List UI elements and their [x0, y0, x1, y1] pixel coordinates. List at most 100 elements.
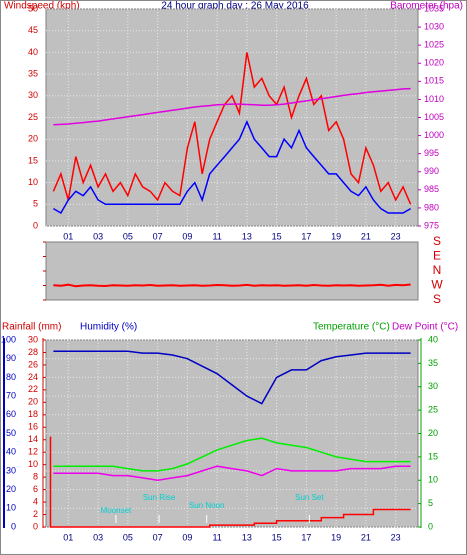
y2-tick-label: 1025: [424, 40, 444, 50]
x-tick-label: 09: [182, 231, 192, 241]
y-tick-label: 70: [6, 390, 16, 400]
x-tick-label: 13: [242, 231, 252, 241]
x-tick-label: 03: [93, 532, 103, 542]
y-tick-label: 40: [28, 47, 38, 57]
series-line: [53, 119, 411, 215]
x-tick-label: 05: [123, 231, 133, 241]
y-tick-label: 0: [33, 220, 38, 230]
rainfall-title: Rainfall (mm): [2, 322, 61, 333]
x-tick-label: 13: [242, 532, 252, 542]
x-tick-label: 23: [391, 231, 401, 241]
series-line: [53, 283, 411, 288]
plot-area: [45, 241, 419, 301]
y2-tick-label: 10: [428, 475, 438, 485]
y-tick-label: E: [433, 249, 441, 263]
y3-tick-label: 20: [28, 397, 38, 407]
y3-tick-label: 22: [28, 384, 38, 394]
y3-tick-label: 30: [28, 334, 38, 344]
event-label: Moonset: [101, 506, 132, 515]
y3-tick-label: 0: [33, 521, 38, 531]
y2-tick-label: 1010: [424, 94, 444, 104]
y3-tick-label: 10: [28, 459, 38, 469]
y2-tick-label: 1000: [424, 130, 444, 140]
y2-tick-label: 35: [428, 358, 438, 368]
y2-tick-label: 990: [424, 166, 439, 176]
y-tick-label: S: [433, 292, 441, 306]
y2-tick-label: 1015: [424, 76, 444, 86]
y2-tick-label: 980: [424, 202, 439, 212]
event-label: Sun Rise: [143, 493, 176, 502]
y3-tick-label: 2: [33, 509, 38, 519]
y-tick-label: S: [433, 234, 441, 248]
x-tick-label: 21: [361, 231, 371, 241]
y-tick-label: 45: [28, 25, 38, 35]
x-tick-label: 11: [212, 231, 221, 241]
y2-tick-label: 40: [428, 334, 438, 344]
x-tick-label: 15: [272, 231, 282, 241]
x-tick-label: 03: [93, 231, 103, 241]
x-tick-label: 17: [301, 231, 311, 241]
y2-tick-label: 15: [428, 451, 438, 461]
y2-tick-label: 30: [428, 381, 438, 391]
y-tick-label: 50: [28, 3, 38, 13]
x-tick-label: 01: [63, 231, 73, 241]
x-tick-label: 05: [123, 532, 133, 542]
x-tick-label: 01: [63, 532, 73, 542]
y2-tick-label: 0: [428, 521, 433, 531]
y-tick-label: 100: [1, 334, 16, 344]
series-line: [49, 436, 411, 528]
y-tick-label: 10: [28, 177, 38, 187]
y-tick-label: 20: [28, 134, 38, 144]
y-tick-label: 0: [11, 521, 16, 531]
y-tick-label: 60: [6, 409, 16, 419]
y3-tick-label: 14: [28, 434, 38, 444]
y2-tick-label: 25: [428, 405, 438, 415]
chart-title: 24 hour graph day : 26 May 2016: [161, 1, 309, 12]
y2-tick-label: 995: [424, 148, 439, 158]
x-tick-label: 07: [153, 231, 163, 241]
x-tick-label: 11: [212, 532, 221, 542]
y3-tick-label: 8: [33, 472, 38, 482]
y-tick-label: W: [431, 278, 443, 292]
series-line: [53, 465, 411, 482]
y3-tick-label: 28: [28, 347, 38, 357]
y-tick-label: 5: [33, 199, 38, 209]
y-axis-title: Windspeed (kph): [4, 1, 80, 12]
y-tick-label: 40: [6, 447, 16, 457]
series-line: [52, 52, 412, 205]
y3-tick-label: 16: [28, 422, 38, 432]
y-tick-label: 90: [6, 353, 16, 363]
humidity-title: Humidity (%): [80, 322, 137, 333]
y-tick-label: N: [433, 263, 442, 277]
y3-tick-label: 4: [33, 496, 38, 506]
y2-tick-label: 1030: [424, 21, 444, 31]
temperature-title: Temperature (°C): [313, 322, 390, 333]
series-line: [53, 87, 411, 126]
x-tick-label: 19: [331, 231, 341, 241]
y2-tick-label: 20: [428, 428, 438, 438]
x-tick-label: 07: [153, 532, 163, 542]
y2-tick-label: 1020: [424, 58, 444, 68]
y-tick-label: 20: [6, 484, 16, 494]
y-tick-label: 30: [6, 465, 16, 475]
y3-tick-label: 12: [28, 447, 38, 457]
y-tick-label: 10: [6, 503, 16, 513]
event-label: Sun Noon: [189, 501, 225, 510]
y-tick-label: 35: [28, 68, 38, 78]
series-line: [53, 437, 411, 472]
y-tick-label: 25: [28, 112, 38, 122]
y2-tick-label: 985: [424, 184, 439, 194]
x-tick-label: 19: [331, 532, 341, 542]
y2-tick-label: 1035: [424, 3, 444, 13]
dewpoint-title: Dew Point (°C): [392, 322, 458, 333]
y3-tick-label: 18: [28, 409, 38, 419]
series-line: [53, 350, 411, 405]
y-tick-label: 80: [6, 372, 16, 382]
y3-tick-label: 26: [28, 359, 38, 369]
y-tick-label: 15: [28, 155, 38, 165]
x-tick-label: 17: [301, 532, 311, 542]
y-tick-label: 30: [28, 90, 38, 100]
y3-tick-label: 6: [33, 484, 38, 494]
event-label: Sun Set: [295, 493, 324, 502]
